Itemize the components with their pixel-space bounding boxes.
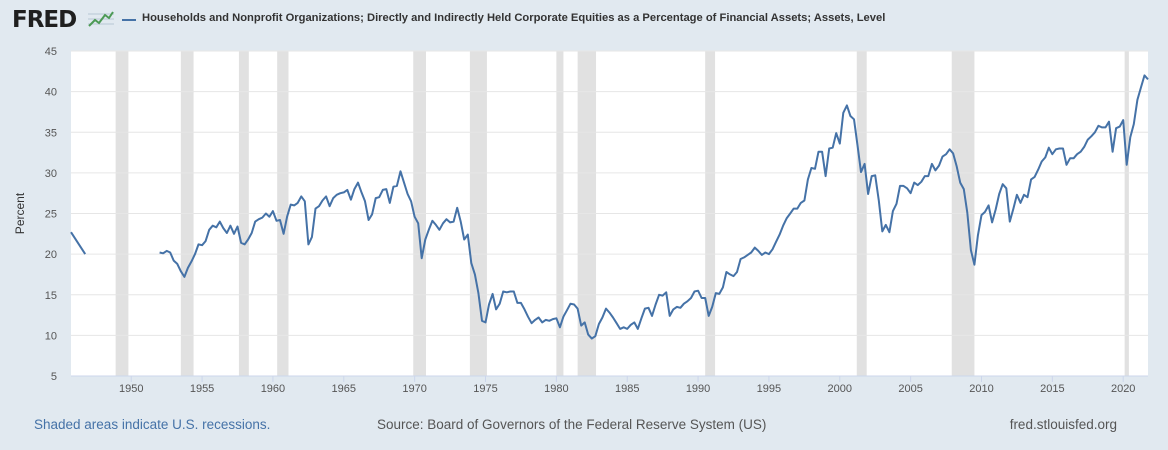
y-tick-label: 20 (45, 249, 57, 261)
y-tick-label: 40 (45, 87, 57, 99)
y-tick-label: 10 (45, 330, 57, 342)
x-tick-label: 2020 (1111, 383, 1135, 395)
x-axis-ticks: 1950 1955 1960 1965 1970 1975 1980 1985 1990 1995… (71, 375, 1148, 395)
x-tick-label: 1990 (686, 383, 710, 395)
x-tick-label: 1995 (757, 383, 781, 395)
site-link[interactable]: fred.stlouisfed.org (1009, 417, 1117, 432)
grid-lines (71, 50, 1148, 336)
x-tick-label: 1975 (473, 383, 497, 395)
y-axis-ticks: 5 10 15 20 25 30 35 40 45 (45, 46, 57, 383)
x-tick-label: 2015 (1040, 383, 1064, 395)
x-tick-label: 1970 (402, 383, 426, 395)
y-tick-label: 5 (51, 371, 57, 383)
series-line[interactable] (159, 74, 1149, 340)
series-line[interactable] (70, 231, 87, 255)
y-tick-label: 15 (45, 290, 57, 302)
x-tick-label: 1950 (119, 383, 143, 395)
recession-note-link[interactable]: Shaded areas indicate U.S. recessions. (34, 417, 271, 432)
legend-swatch (122, 19, 136, 21)
x-tick-label: 1955 (190, 383, 214, 395)
x-tick-label: 1985 (615, 383, 639, 395)
line-chart-icon (88, 9, 114, 29)
chart-title[interactable]: Households and Nonprofit Organizations; … (142, 12, 886, 24)
x-tick-label: 2000 (828, 383, 852, 395)
y-axis-label: Percent (13, 192, 27, 234)
x-tick-label: 1965 (332, 383, 356, 395)
y-tick-label: 45 (45, 46, 57, 58)
x-tick-label: 1960 (261, 383, 285, 395)
y-tick-label: 35 (45, 127, 57, 139)
x-tick-label: 2010 (969, 383, 993, 395)
chart-header: FRED Households and Nonprofit Organizati… (0, 0, 1168, 40)
fred-logo[interactable]: FRED (12, 7, 77, 33)
series-lines (70, 74, 1149, 340)
x-tick-label: 1980 (544, 383, 568, 395)
y-tick-label: 25 (45, 209, 57, 221)
y-tick-label: 30 (45, 168, 57, 180)
x-tick-label: 2005 (898, 383, 922, 395)
source-text: Source: Board of Governors of the Federa… (377, 417, 767, 432)
